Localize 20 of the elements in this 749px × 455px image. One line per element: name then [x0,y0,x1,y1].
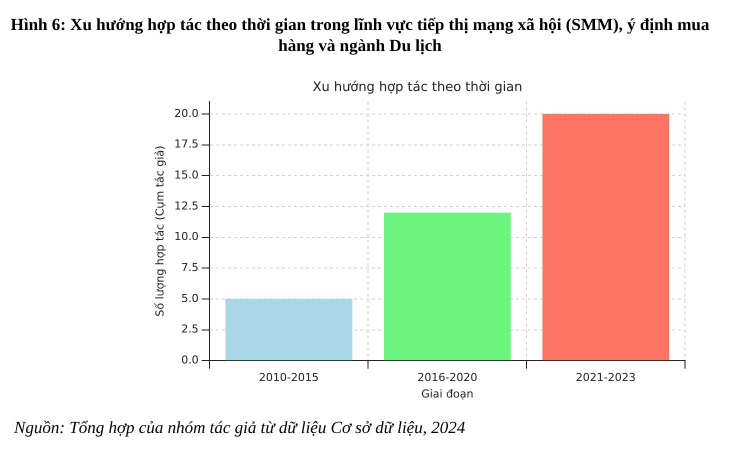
y-tick-label: 10.0 [174,230,199,244]
y-tick-label: 0.0 [181,353,199,366]
chart-subtitle: Xu hướng hợp tác theo thời gian [312,80,522,96]
x-tick-label: 2010-2015 [258,371,319,384]
y-tick-label: 20.0 [174,106,199,120]
y-tick-label: 7.5 [181,260,199,274]
x-tick-label: 2021-2023 [576,371,636,384]
y-tick-label: 15.0 [174,168,199,182]
x-axis-title: Giai đoạn [421,387,474,400]
chart-title: Hình 6: Xu hướng hợp tác theo thời gian trong lĩnh vực tiếp thị mạng xã hội (SMM), ý định mua hàng và ngành Du lịch [10,14,710,56]
bar [226,298,352,360]
x-tick-label: 2016-2020 [417,371,478,384]
y-tick-label: 2.5 [181,322,199,336]
text: Nguồn: Tổng hợp của nhóm tác giả từ dữ liệu Cơ sở dữ liệu, 2024 [14,418,466,438]
y-tick-label: 17.5 [174,138,199,151]
bar [542,114,670,360]
bar [384,212,511,360]
y-tick-label: 5.0 [181,292,199,305]
y-tick-label: 12.5 [174,199,199,212]
y-axis-title: Số lượng hợp tác (Cụm tác giả) [153,146,166,317]
